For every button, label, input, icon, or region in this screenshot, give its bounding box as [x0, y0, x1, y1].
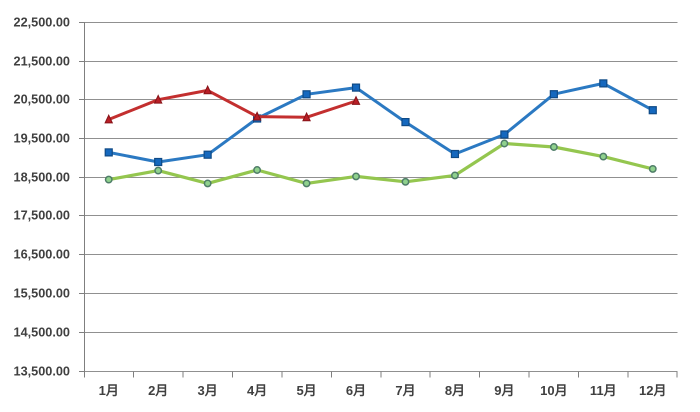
svg-text:21,500.00: 21,500.00 [14, 55, 70, 69]
svg-text:8月: 8月 [445, 383, 465, 398]
svg-text:17,500.00: 17,500.00 [14, 209, 70, 223]
svg-text:12月: 12月 [639, 383, 666, 398]
svg-text:15,500.00: 15,500.00 [14, 287, 70, 301]
svg-text:10月: 10月 [540, 383, 567, 398]
svg-text:6月: 6月 [346, 383, 366, 398]
svg-text:11月: 11月 [590, 383, 617, 398]
svg-text:22,500.00: 22,500.00 [14, 16, 70, 30]
svg-text:20,500.00: 20,500.00 [14, 93, 70, 107]
svg-text:13,500.00: 13,500.00 [14, 365, 70, 379]
svg-text:14,500.00: 14,500.00 [14, 326, 70, 340]
svg-text:18,500.00: 18,500.00 [14, 171, 70, 185]
svg-text:5月: 5月 [296, 383, 316, 398]
svg-text:3月: 3月 [198, 383, 218, 398]
svg-text:16,500.00: 16,500.00 [14, 248, 70, 262]
svg-text:4月: 4月 [247, 383, 267, 398]
svg-text:9月: 9月 [494, 383, 514, 398]
svg-text:1月: 1月 [99, 383, 119, 398]
svg-text:19,500.00: 19,500.00 [14, 132, 70, 146]
svg-text:7月: 7月 [395, 383, 415, 398]
svg-text:2月: 2月 [148, 383, 168, 398]
